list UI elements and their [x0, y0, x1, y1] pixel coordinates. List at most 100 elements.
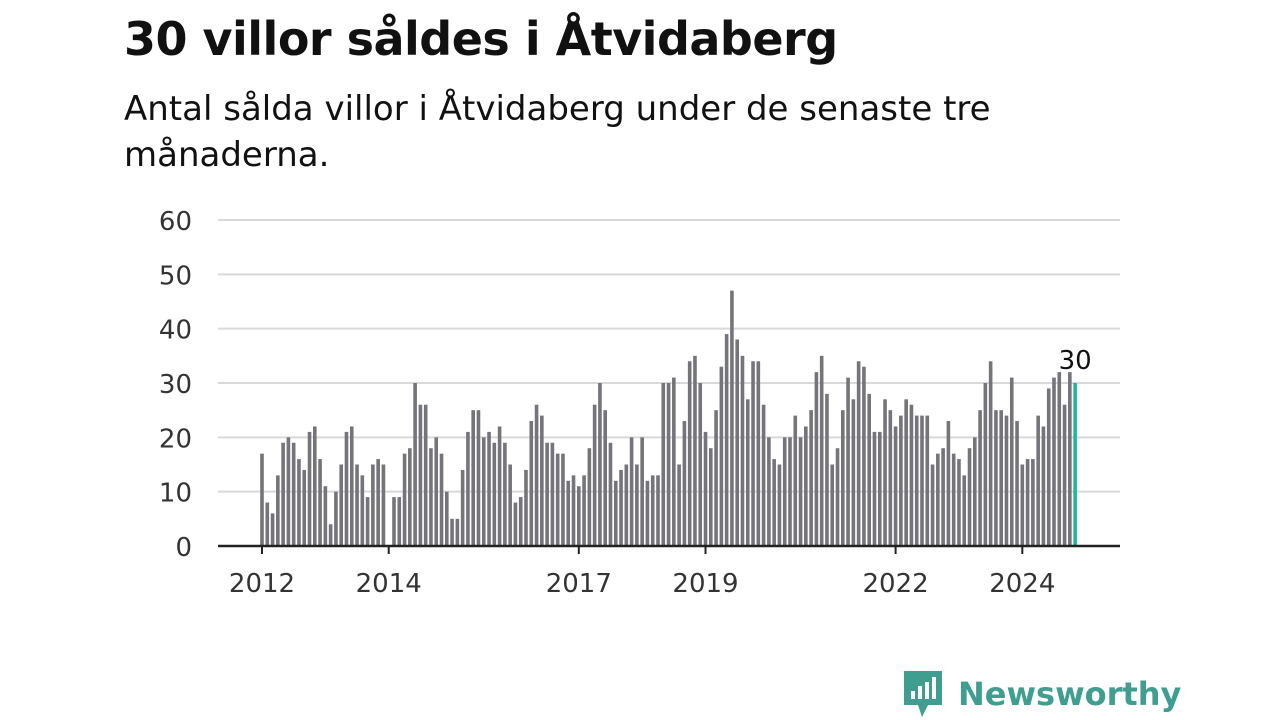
- last-value-label: 30: [1059, 346, 1092, 376]
- bar: [408, 448, 412, 546]
- bar: [946, 421, 951, 546]
- bar: [313, 426, 317, 546]
- bar: [587, 448, 592, 546]
- bar: [571, 475, 576, 546]
- y-tick-label: 10: [159, 479, 192, 509]
- bar: [318, 459, 322, 546]
- bar: [328, 524, 333, 546]
- bar: [423, 404, 428, 546]
- bar: [825, 393, 829, 546]
- bar: [487, 431, 491, 546]
- x-tick-label: 2014: [356, 569, 422, 599]
- bar: [867, 393, 871, 546]
- bar: [460, 469, 465, 546]
- chart-title: 30 villor såldes i Åtvidaberg: [124, 12, 838, 66]
- bar: [513, 502, 518, 546]
- bar: [613, 480, 618, 546]
- bar: [629, 437, 634, 546]
- bar: [877, 431, 882, 546]
- bar: [302, 469, 307, 546]
- bar: [957, 459, 961, 546]
- bar: [481, 437, 486, 546]
- bar: [270, 513, 275, 546]
- x-tick-label: 2024: [989, 569, 1055, 599]
- bar: [1015, 421, 1019, 546]
- bar: [344, 431, 349, 546]
- bar: [603, 410, 607, 546]
- bar: [709, 448, 713, 546]
- x-tick-label: 2022: [863, 569, 929, 599]
- bar: [862, 366, 866, 546]
- y-tick-label: 50: [159, 261, 192, 291]
- bar: [598, 383, 602, 546]
- bar: [730, 290, 734, 546]
- bar: [788, 437, 792, 546]
- bar: [1020, 464, 1025, 546]
- chart-subtitle: Antal sålda villor i Åtvidaberg under de…: [124, 89, 991, 175]
- bar: [983, 383, 988, 546]
- bar: [914, 415, 919, 546]
- bar: [550, 442, 555, 546]
- bar: [846, 377, 850, 546]
- bar: [782, 437, 787, 546]
- bar: [1062, 404, 1067, 546]
- bar: [677, 464, 681, 546]
- bar: [798, 437, 803, 546]
- bar: [418, 404, 423, 546]
- bar: [988, 361, 993, 546]
- bar: [772, 459, 776, 546]
- bar: [434, 437, 439, 546]
- bar: [835, 448, 840, 546]
- bar: [497, 426, 502, 546]
- bar: [466, 431, 470, 546]
- bar: [994, 410, 998, 546]
- bar: [661, 383, 666, 546]
- bar: [756, 361, 761, 546]
- bar: [893, 426, 898, 546]
- bar: [371, 464, 375, 546]
- y-tick-labels: 0 10 20 30 40 50 60: [159, 207, 192, 563]
- bar: [265, 502, 270, 546]
- bar: [930, 464, 935, 546]
- bar: [1052, 377, 1056, 546]
- bar: [714, 410, 718, 546]
- bar: [951, 453, 956, 546]
- bar: [804, 426, 808, 546]
- bar: [693, 355, 697, 546]
- bar: [349, 426, 354, 546]
- bar: [920, 415, 924, 546]
- bar: [1041, 426, 1046, 546]
- bar: [534, 404, 539, 546]
- bar: [503, 442, 507, 546]
- bar: [561, 453, 565, 546]
- bar: [698, 383, 703, 546]
- bar: [967, 448, 972, 546]
- y-tick-label: 30: [159, 370, 192, 400]
- bar: [381, 464, 386, 546]
- x-tick-label: 2017: [546, 569, 612, 599]
- bar: [1025, 459, 1030, 546]
- bar: [619, 469, 623, 546]
- bar: [1009, 377, 1014, 546]
- y-tick-label: 40: [159, 316, 192, 346]
- bar: [339, 464, 343, 546]
- bar: [307, 431, 312, 546]
- bar: [471, 410, 475, 546]
- bar: [872, 431, 877, 546]
- bar: [735, 339, 739, 546]
- bar: [540, 415, 544, 546]
- bar: [1036, 415, 1040, 546]
- bar: [941, 448, 945, 546]
- bar: [323, 486, 328, 546]
- x-tick-label: 2019: [672, 569, 738, 599]
- y-tick-label: 20: [159, 424, 192, 454]
- bar: [740, 355, 745, 546]
- bar: [793, 415, 798, 546]
- bar: [582, 475, 586, 546]
- bar: [819, 355, 824, 546]
- bar: [687, 361, 692, 546]
- bar: [1068, 372, 1072, 546]
- bar: [650, 475, 655, 546]
- bar: [962, 475, 967, 546]
- bar: [978, 410, 982, 546]
